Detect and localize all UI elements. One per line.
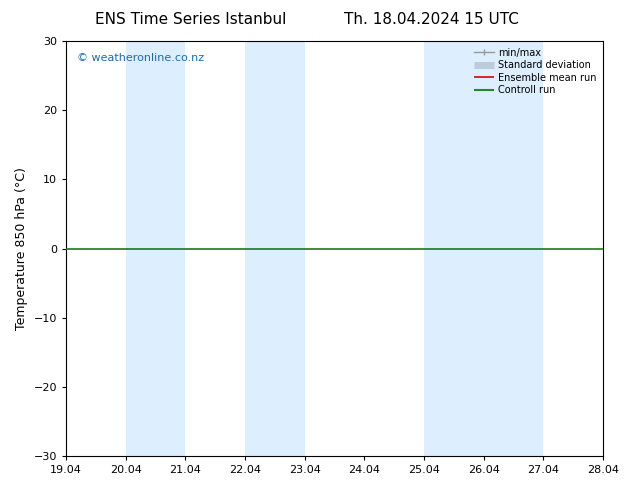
Y-axis label: Temperature 850 hPa (°C): Temperature 850 hPa (°C)	[15, 167, 28, 330]
Bar	[126, 41, 185, 456]
Text: © weatheronline.co.nz: © weatheronline.co.nz	[77, 53, 204, 64]
Legend: min/max, Standard deviation, Ensemble mean run, Controll run: min/max, Standard deviation, Ensemble me…	[472, 46, 598, 97]
Bar	[245, 41, 305, 456]
Bar	[603, 41, 633, 456]
Text: Th. 18.04.2024 15 UTC: Th. 18.04.2024 15 UTC	[344, 12, 519, 27]
Bar	[424, 41, 543, 456]
Text: ENS Time Series Istanbul: ENS Time Series Istanbul	[94, 12, 286, 27]
